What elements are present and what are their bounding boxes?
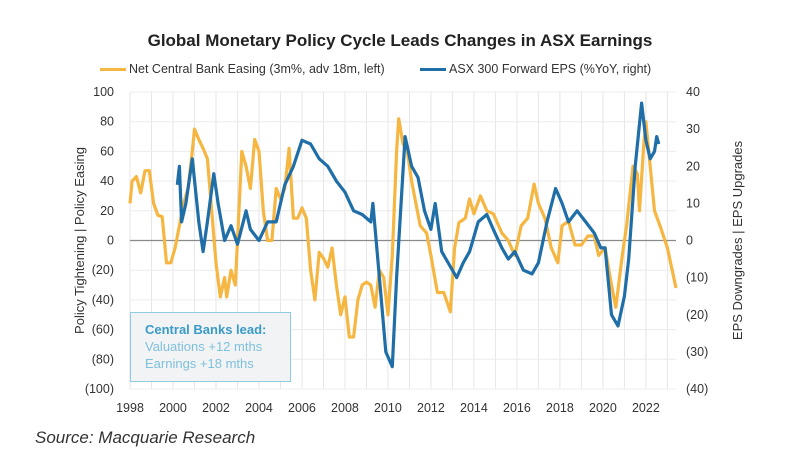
legend-label-eps: ASX 300 Forward EPS (%YoY, right) — [449, 62, 652, 76]
x-tick-label: 2004 — [245, 401, 273, 415]
series-line-easing — [128, 117, 678, 339]
x-tick-label: 2018 — [546, 401, 574, 415]
legend-label-easing: Net Central Bank Easing (3m%, adv 18m, l… — [129, 62, 385, 76]
y-left-tick-label: 40 — [100, 174, 114, 188]
y-left-tick-label: (100) — [85, 382, 114, 396]
x-tick-label: 2002 — [202, 401, 230, 415]
legend-item-easing: Net Central Bank Easing (3m%, adv 18m, l… — [100, 62, 385, 76]
y-right-tick-label: 10 — [686, 196, 700, 210]
annotation-line: Valuations +12 mths — [145, 339, 263, 354]
legend-swatch-easing — [100, 67, 126, 71]
y-left-tick-label: (40) — [92, 293, 114, 307]
series-line-eps — [175, 101, 661, 369]
y-left-tick-label: 60 — [100, 144, 114, 158]
y-left-tick-label: (60) — [92, 323, 114, 337]
x-tick-label: 2020 — [589, 401, 617, 415]
annotation-line: Earnings +18 mths — [145, 356, 254, 371]
y-left-axis-title: Policy Tightening | Policy Easing — [72, 147, 87, 334]
y-right-tick-label: (10) — [686, 271, 708, 285]
x-tick-label: 2000 — [159, 401, 187, 415]
y-left-tick-label: 20 — [100, 204, 114, 218]
x-tick-label: 2016 — [503, 401, 531, 415]
y-left-tick-label: 0 — [107, 234, 114, 248]
y-right-tick-label: 30 — [686, 122, 700, 136]
legend-swatch-eps — [420, 67, 446, 71]
x-tick-label: 2008 — [331, 401, 359, 415]
x-tick-label: 2014 — [460, 401, 488, 415]
source-note: Source: Macquarie Research — [35, 428, 256, 447]
x-tick-label: 2010 — [374, 401, 402, 415]
y-right-tick-label: 0 — [686, 234, 693, 248]
legend-item-eps: ASX 300 Forward EPS (%YoY, right) — [420, 62, 651, 76]
x-tick-label: 2022 — [632, 401, 660, 415]
annotation-heading: Central Banks lead: — [145, 322, 267, 337]
y-right-tick-label: 40 — [686, 85, 700, 99]
y-right-tick-label: 20 — [686, 159, 700, 173]
chart-title: Global Monetary Policy Cycle Leads Chang… — [147, 31, 653, 50]
y-left-tick-label: (80) — [92, 352, 114, 366]
y-left-tick-label: (20) — [92, 263, 114, 277]
y-left-tick-label: 100 — [93, 85, 114, 99]
y-right-tick-label: (30) — [686, 345, 708, 359]
y-right-axis-title: EPS Downgrades | EPS Upgrades — [730, 140, 745, 340]
annotation-box: Central Banks lead: Valuations +12 mths … — [130, 312, 291, 382]
x-tick-label: 2006 — [288, 401, 316, 415]
x-tick-label: 2012 — [417, 401, 445, 415]
y-left-tick-label: 80 — [100, 115, 114, 129]
x-tick-label: 1998 — [116, 401, 144, 415]
y-right-tick-label: (40) — [686, 382, 708, 396]
y-right-tick-label: (20) — [686, 308, 708, 322]
